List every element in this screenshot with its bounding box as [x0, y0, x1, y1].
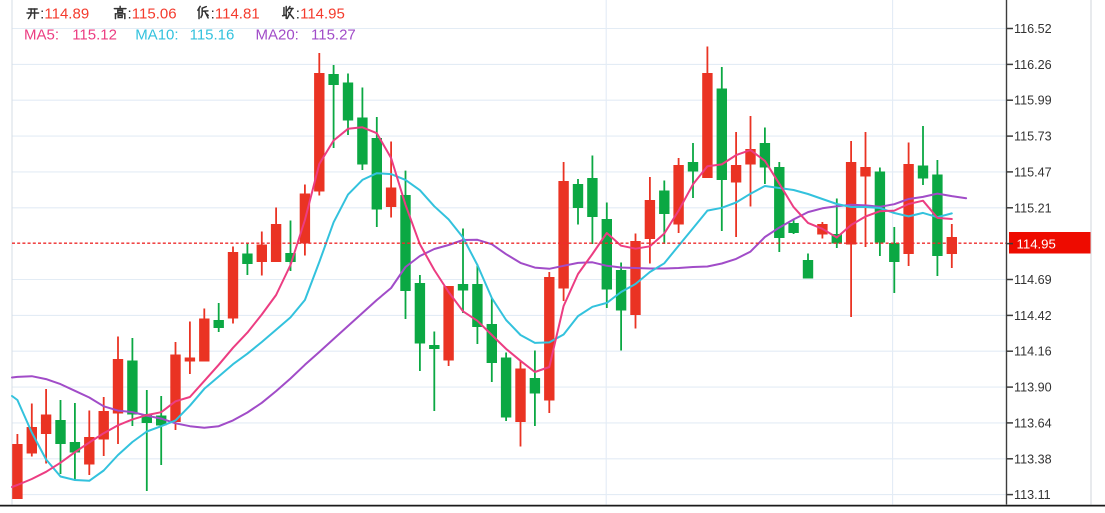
svg-text:114.89: 114.89 — [44, 5, 89, 22]
svg-text:114.16: 114.16 — [1014, 345, 1052, 359]
svg-text:114.42: 114.42 — [1014, 309, 1052, 323]
svg-text:115.99: 115.99 — [1014, 94, 1052, 108]
svg-text::: : — [211, 5, 215, 22]
svg-text:113.64: 113.64 — [1014, 416, 1052, 430]
svg-text:115.47: 115.47 — [1014, 165, 1052, 179]
svg-text:114.95: 114.95 — [300, 5, 345, 22]
svg-text:115.16: 115.16 — [190, 26, 235, 43]
svg-text:MA20:: MA20: — [256, 26, 299, 43]
svg-text:115.12: 115.12 — [72, 26, 117, 43]
svg-text:MA10:: MA10: — [135, 26, 178, 43]
svg-text:113.38: 113.38 — [1014, 452, 1052, 466]
svg-text:116.26: 116.26 — [1014, 58, 1052, 72]
svg-text:113.11: 113.11 — [1014, 488, 1051, 502]
svg-text:113.90: 113.90 — [1014, 381, 1052, 395]
svg-text:MA5:: MA5: — [24, 26, 59, 43]
svg-text:115.27: 115.27 — [311, 26, 356, 43]
svg-text:114.69: 114.69 — [1014, 273, 1052, 287]
svg-text::: : — [296, 5, 300, 22]
svg-text:115.73: 115.73 — [1014, 130, 1052, 144]
svg-text:115.06: 115.06 — [132, 5, 177, 22]
svg-text:114.95: 114.95 — [1017, 236, 1056, 251]
svg-text:116.52: 116.52 — [1014, 22, 1052, 36]
svg-text:115.21: 115.21 — [1014, 201, 1052, 215]
svg-text::: : — [40, 5, 44, 22]
svg-text::: : — [128, 5, 132, 22]
svg-text:114.81: 114.81 — [215, 5, 260, 22]
